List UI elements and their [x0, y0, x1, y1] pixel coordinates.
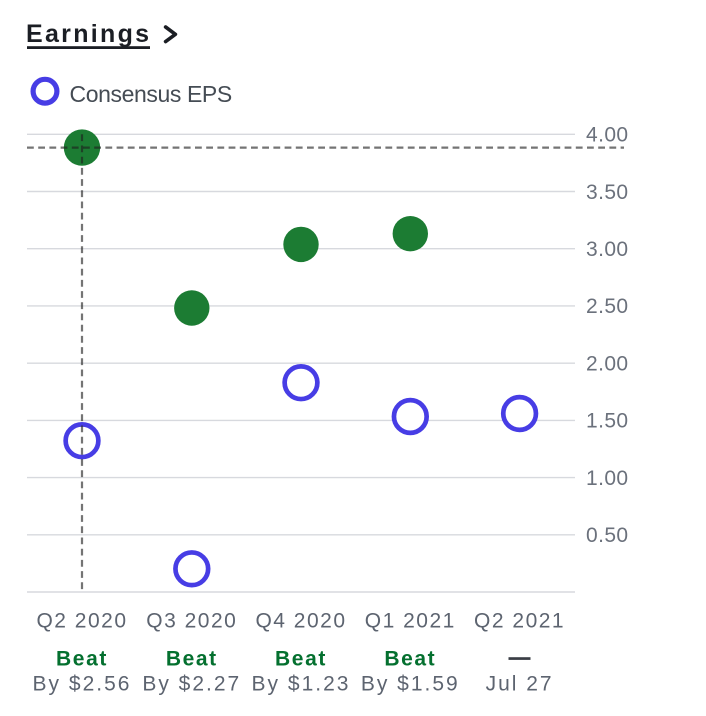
svg-text:1.50: 1.50: [586, 410, 628, 433]
svg-text:By $2.56: By $2.56: [33, 673, 132, 696]
svg-text:2.50: 2.50: [586, 295, 628, 318]
svg-text:Q4 2020: Q4 2020: [255, 610, 346, 633]
svg-text:Q2 2021: Q2 2021: [474, 610, 565, 633]
svg-text:Jul 27: Jul 27: [486, 673, 554, 696]
svg-text:Q1 2021: Q1 2021: [365, 610, 456, 633]
svg-text:4.00: 4.00: [586, 124, 628, 147]
svg-text:By $1.59: By $1.59: [361, 673, 460, 696]
svg-text:Beat: Beat: [384, 648, 436, 671]
svg-text:3.50: 3.50: [586, 181, 628, 204]
svg-text:By $1.23: By $1.23: [252, 673, 351, 696]
svg-text:3.00: 3.00: [586, 238, 628, 261]
svg-text:0.50: 0.50: [586, 524, 628, 547]
svg-text:By $2.27: By $2.27: [142, 673, 241, 696]
svg-text:Q3 2020: Q3 2020: [146, 610, 237, 633]
svg-text:1.00: 1.00: [586, 467, 628, 490]
svg-text:Beat: Beat: [275, 648, 327, 671]
svg-text:2.00: 2.00: [586, 352, 628, 375]
svg-text:Earnings: Earnings: [26, 20, 151, 48]
svg-text:Beat: Beat: [56, 648, 108, 671]
svg-text:Beat: Beat: [166, 648, 218, 671]
svg-text:Q2 2020: Q2 2020: [36, 610, 127, 633]
svg-text:Consensus EPS: Consensus EPS: [70, 81, 232, 107]
